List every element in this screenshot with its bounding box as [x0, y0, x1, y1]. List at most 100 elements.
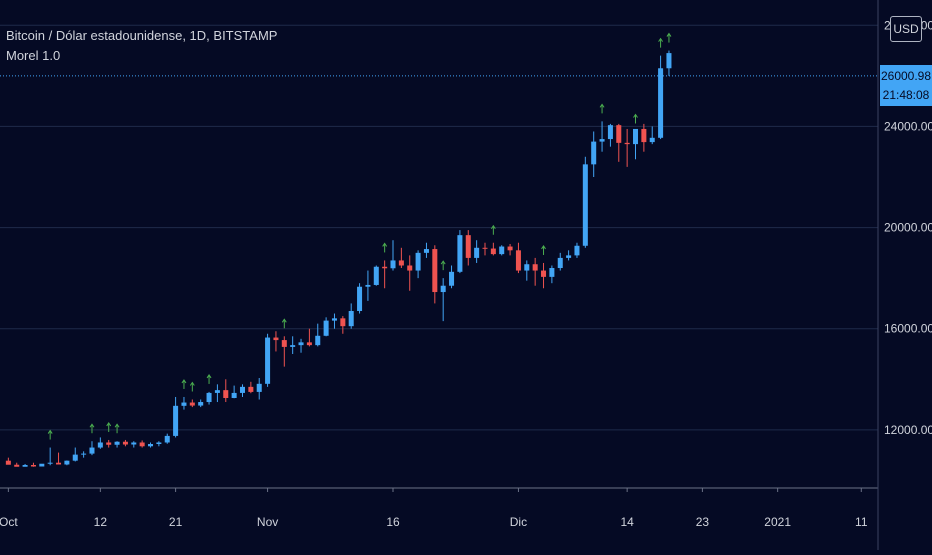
candle — [22, 464, 28, 467]
candle — [591, 141, 597, 165]
candle — [641, 128, 647, 143]
candle — [624, 142, 630, 145]
candle — [156, 442, 162, 445]
signals — [47, 32, 672, 440]
signal-arrow-head — [599, 103, 605, 108]
candle — [114, 441, 120, 445]
candle — [265, 337, 271, 384]
candle — [281, 340, 287, 347]
time-tick-label: Oct — [0, 515, 18, 529]
candle — [365, 284, 371, 287]
signal-arrow-head — [490, 224, 496, 230]
candle — [64, 460, 70, 465]
candle — [148, 444, 154, 447]
last-price-tag: 26000.98 — [880, 64, 932, 87]
candles — [5, 50, 672, 467]
grid — [0, 24, 878, 431]
candle — [390, 260, 396, 269]
currency-button[interactable]: USD — [890, 16, 922, 42]
candle — [666, 53, 672, 69]
candle — [97, 442, 103, 448]
time-tick-label: 16 — [386, 515, 400, 529]
candle — [340, 318, 346, 327]
candle — [566, 255, 572, 258]
signal-arrow-head — [382, 242, 388, 247]
candle — [599, 139, 605, 142]
symbol-title: Bitcoin / Dólar estadounidense, 1D, BITS… — [6, 28, 278, 43]
candle — [256, 383, 262, 392]
signal-arrow-head — [206, 374, 212, 379]
candle — [574, 245, 580, 256]
candle — [549, 268, 555, 277]
candle — [14, 464, 20, 467]
candle — [649, 137, 655, 143]
candle — [323, 320, 329, 336]
candle — [557, 257, 563, 269]
signal-arrow-head — [658, 37, 664, 42]
candle — [490, 248, 496, 255]
candle — [231, 392, 237, 398]
candle — [315, 335, 321, 346]
candle — [239, 386, 246, 393]
candle — [382, 266, 388, 269]
candle — [122, 441, 128, 445]
time-tick-label: Dic — [510, 515, 527, 529]
candle — [39, 463, 45, 467]
candle — [47, 462, 53, 464]
signal-arrow-head — [666, 32, 672, 37]
candle — [607, 125, 613, 140]
time-tick-label: 21 — [169, 515, 183, 529]
signal-arrow-head — [181, 379, 187, 384]
candle — [72, 454, 78, 461]
candle — [81, 453, 87, 455]
candle — [532, 264, 538, 271]
candle — [106, 442, 112, 445]
candle — [474, 247, 480, 258]
signal-arrow-head — [47, 429, 53, 434]
candle — [89, 447, 95, 454]
candle — [131, 442, 137, 445]
candle — [206, 392, 212, 403]
candle — [632, 128, 639, 145]
price-tick-label: 20000.00 — [884, 221, 932, 235]
candle — [415, 252, 421, 271]
candle — [357, 286, 363, 312]
candle — [524, 264, 530, 271]
candle — [273, 337, 279, 341]
chart-header: Bitcoin / Dólar estadounidense, 1D, BITS… — [6, 26, 277, 66]
candle — [457, 235, 463, 272]
candle — [449, 271, 455, 286]
candle — [189, 402, 195, 406]
time-tick-label: Nov — [257, 515, 278, 529]
signal-arrow-head — [281, 318, 287, 323]
candle — [181, 402, 187, 406]
indicator-label[interactable]: Morel 1.0 — [6, 48, 61, 63]
candle — [290, 345, 296, 347]
candle — [432, 249, 438, 293]
candle — [5, 460, 11, 465]
time-tick-label: 12 — [94, 515, 108, 529]
signal-arrow-head — [440, 260, 446, 265]
countdown-tag: 21:48:08 — [880, 84, 932, 106]
time-tick-label: 14 — [620, 515, 634, 529]
candle — [214, 390, 220, 393]
price-tick-label: 24000.00 — [884, 119, 932, 133]
candle — [582, 164, 588, 246]
candle — [658, 68, 664, 138]
candle — [541, 270, 547, 277]
signal-arrow-head — [106, 422, 112, 427]
candle — [348, 311, 354, 327]
signal-arrow-head — [189, 381, 195, 386]
time-tick-label: 23 — [696, 515, 710, 529]
price-tick-label: 16000.00 — [884, 322, 932, 336]
candle — [499, 246, 505, 255]
candle — [373, 266, 379, 285]
candle — [465, 235, 471, 258]
candle — [331, 318, 337, 321]
signal-arrow-head — [89, 423, 95, 428]
candle — [507, 246, 513, 251]
candle — [616, 125, 622, 143]
candle — [306, 342, 312, 346]
